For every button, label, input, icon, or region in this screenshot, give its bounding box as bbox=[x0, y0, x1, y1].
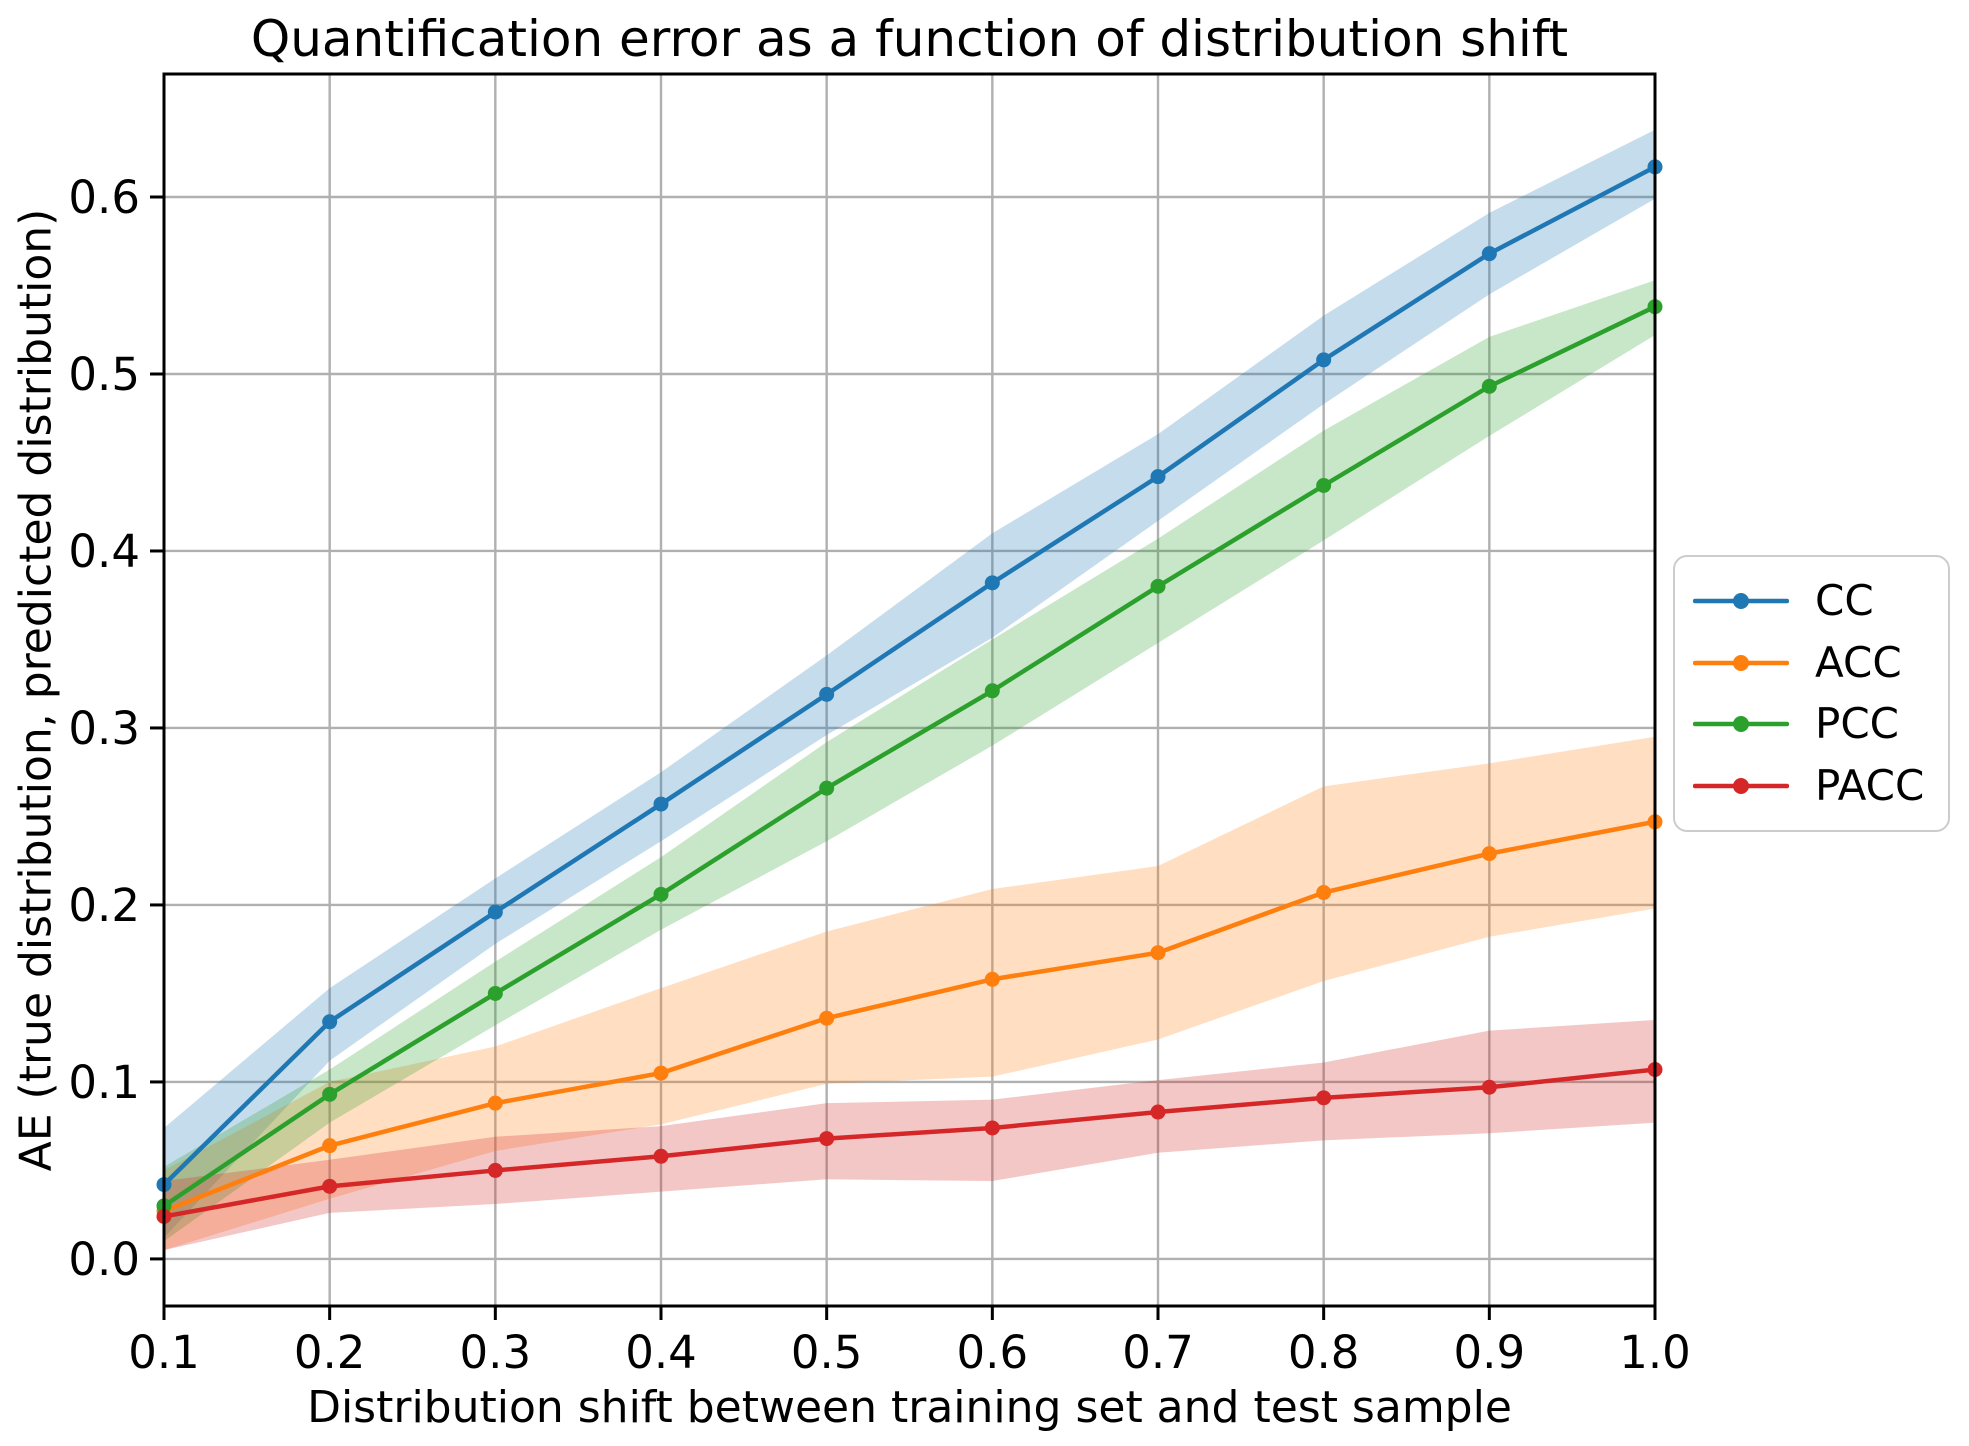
y-tick-label: 0.3 bbox=[68, 702, 140, 755]
point-CC bbox=[487, 904, 503, 920]
point-PCC bbox=[1316, 477, 1332, 493]
point-PACC bbox=[819, 1131, 835, 1147]
point-PACC bbox=[1150, 1104, 1166, 1120]
legend-sample-line-ACC bbox=[1693, 654, 1789, 671]
band-CC bbox=[164, 129, 1655, 1238]
series-PCC bbox=[156, 299, 1663, 1214]
point-PACC bbox=[1316, 1090, 1332, 1106]
y-axis: 0.0 0.1 0.2 0.3 0.4 0.5 0.6 bbox=[68, 171, 164, 1286]
point-PCC bbox=[984, 683, 1000, 699]
line-PCC bbox=[161, 304, 1658, 1209]
point-ACC bbox=[653, 1065, 669, 1081]
point-PCC bbox=[653, 886, 669, 902]
x-tick-label: 0.7 bbox=[1122, 1326, 1194, 1379]
band-ACC bbox=[164, 736, 1655, 1251]
point-ACC bbox=[984, 971, 1000, 987]
point-PCC bbox=[1150, 578, 1166, 594]
point-PACC bbox=[487, 1162, 503, 1178]
plot-border bbox=[162, 72, 1657, 1308]
series-PACC bbox=[156, 1062, 1663, 1224]
point-PCC bbox=[487, 985, 503, 1001]
y-tick-label: 0.4 bbox=[68, 525, 140, 578]
confidence-bands bbox=[164, 129, 1655, 1251]
legend-sample-line-PCC bbox=[1693, 716, 1789, 733]
point-CC bbox=[819, 686, 835, 702]
point-PCC bbox=[322, 1086, 338, 1102]
point-PACC bbox=[1481, 1079, 1497, 1095]
point-ACC bbox=[1150, 945, 1166, 961]
point-CC bbox=[653, 796, 669, 812]
point-PACC bbox=[653, 1148, 669, 1164]
y-tick-label: 0.5 bbox=[68, 348, 140, 401]
x-tick-label: 0.2 bbox=[294, 1326, 366, 1379]
x-tick-label: 0.6 bbox=[957, 1326, 1029, 1379]
point-PCC bbox=[819, 780, 835, 796]
point-CC bbox=[1481, 246, 1497, 262]
line-ACC bbox=[161, 819, 1658, 1214]
point-CC bbox=[1150, 469, 1166, 485]
x-tick-label: 1.0 bbox=[1619, 1326, 1691, 1379]
y-tick-label: 0.6 bbox=[68, 171, 140, 224]
point-PCC bbox=[1481, 378, 1497, 394]
line-PACC bbox=[161, 1067, 1658, 1219]
legend-label-PCC: PCC bbox=[1815, 699, 1899, 749]
x-tick-label: 0.8 bbox=[1288, 1326, 1360, 1379]
legend-marker bbox=[1733, 777, 1749, 794]
point-ACC bbox=[487, 1095, 503, 1111]
legend-marker bbox=[1733, 716, 1749, 733]
y-tick-label: 0.2 bbox=[68, 879, 140, 932]
x-tick-label: 0.5 bbox=[791, 1326, 863, 1379]
y-tick-label: 0.1 bbox=[68, 1056, 140, 1109]
x-axis-label: Distribution shift between training set … bbox=[307, 1382, 1512, 1433]
legend-marker bbox=[1733, 593, 1749, 610]
point-CC bbox=[984, 575, 1000, 591]
legend-item-PCC: PCC bbox=[1675, 703, 1948, 745]
legend-label-PACC: PACC bbox=[1815, 760, 1925, 810]
x-tick-label: 0.1 bbox=[128, 1326, 200, 1379]
point-ACC bbox=[322, 1138, 338, 1154]
point-PACC bbox=[984, 1120, 1000, 1136]
point-ACC bbox=[1316, 885, 1332, 901]
y-tick-label: 0.0 bbox=[68, 1233, 140, 1286]
point-PACC bbox=[322, 1178, 338, 1194]
point-CC bbox=[322, 1014, 338, 1030]
x-tick-label: 0.3 bbox=[460, 1326, 532, 1379]
legend-item-CC: CC bbox=[1675, 580, 1948, 622]
x-axis: 0.1 0.2 0.3 0.4 0.5 0.6 0.7 0.8 0.9 1.0 bbox=[128, 1306, 1691, 1379]
x-tick-label: 0.9 bbox=[1454, 1326, 1526, 1379]
y-axis-label: AE (true distribution, predicted distrib… bbox=[10, 208, 62, 1172]
legend-label-ACC: ACC bbox=[1815, 637, 1902, 687]
line-CC bbox=[161, 164, 1658, 1187]
legend: CC ACC PCC PACC bbox=[1673, 555, 1950, 832]
legend-item-PACC: PACC bbox=[1675, 760, 1948, 810]
legend-label-CC: CC bbox=[1815, 576, 1874, 626]
point-ACC bbox=[1481, 846, 1497, 862]
point-ACC bbox=[819, 1010, 835, 1026]
legend-sample-line-CC bbox=[1693, 593, 1789, 610]
band-PCC bbox=[164, 280, 1655, 1242]
chart-title: Quantification error as a function of di… bbox=[250, 10, 1569, 68]
x-tick-label: 0.4 bbox=[625, 1326, 697, 1379]
legend-sample-line-PACC bbox=[1693, 777, 1789, 794]
legend-item-ACC: ACC bbox=[1675, 637, 1948, 687]
point-CC bbox=[1316, 352, 1332, 368]
legend-marker bbox=[1733, 654, 1749, 671]
